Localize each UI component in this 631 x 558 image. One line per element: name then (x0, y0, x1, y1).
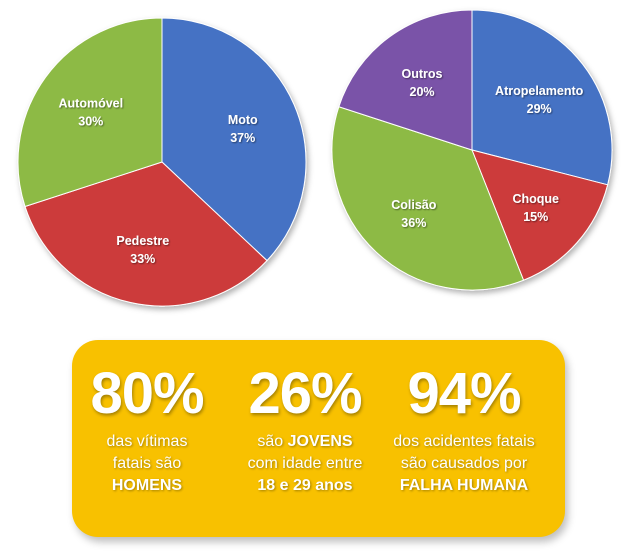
stat-human-error: 94% dos acidentes fatais são causados po… (378, 358, 550, 496)
stat-men-line3: HOMENS (111, 477, 183, 494)
stat-men-line2: fatais são (112, 455, 182, 472)
stat-young-line2: com idade entre (247, 455, 363, 472)
vehicle-slice-pedestre (24, 161, 268, 307)
accident-label-outros: Outros (402, 67, 443, 81)
stat-men-line1: das vítimas (106, 433, 188, 450)
accident-slice-atropelamento (471, 9, 613, 186)
vehicle-label-pedestre: Pedestre (116, 234, 169, 248)
stat-human-error-line3: FALHA HUMANA (399, 477, 529, 494)
accident-value-atropelamento: 29% (527, 102, 552, 116)
accident-value-choque: 15% (523, 210, 548, 224)
accident-slice-outros (338, 9, 473, 151)
accident-slice-choque (471, 149, 609, 281)
accident-type-pie-chart (331, 9, 613, 291)
stat-human-error-line1: dos acidentes fatais (393, 433, 535, 450)
stat-young-line1-emphasis: JOVENS (287, 433, 353, 450)
stat-young: 26% são JOVENS com idade entre 18 e 29 a… (230, 358, 380, 496)
stat-human-error-line2: são causados por (400, 455, 528, 472)
charts-area: Moto 37% Pedestre 33% Automóvel 30% Atropelame… (17, 9, 613, 307)
vehicle-value-moto: 37% (230, 131, 255, 145)
stats-panel: 80% das vítimas fatais são HOMENS 26% sã… (72, 340, 565, 537)
accident-label-atropelamento: Atropelamento (495, 84, 584, 98)
vehicle-value-pedestre: 33% (130, 252, 155, 266)
vehicle-label-automovel: Automóvel (59, 96, 124, 110)
stat-men-value: 80% (90, 361, 204, 426)
accident-slice-colisao (331, 106, 525, 291)
vehicle-label-moto: Moto (228, 113, 258, 127)
stat-young-line1-prefix: são (257, 433, 288, 450)
vehicle-value-automovel: 30% (78, 114, 103, 128)
stat-young-value: 26% (248, 361, 362, 426)
accident-label-choque: Choque (512, 192, 559, 206)
accident-value-colisao: 36% (401, 216, 426, 230)
vehicle-slice-moto (161, 17, 307, 262)
stat-young-line3: 18 e 29 anos (257, 477, 353, 494)
stat-human-error-value: 94% (407, 361, 521, 426)
accident-label-colisao: Colisão (391, 198, 437, 212)
vehicle-type-pie-chart (17, 17, 307, 307)
accident-value-outros: 20% (410, 85, 435, 99)
vehicle-slice-automovel (17, 17, 163, 208)
stat-men: 80% das vítimas fatais são HOMENS (82, 358, 212, 496)
